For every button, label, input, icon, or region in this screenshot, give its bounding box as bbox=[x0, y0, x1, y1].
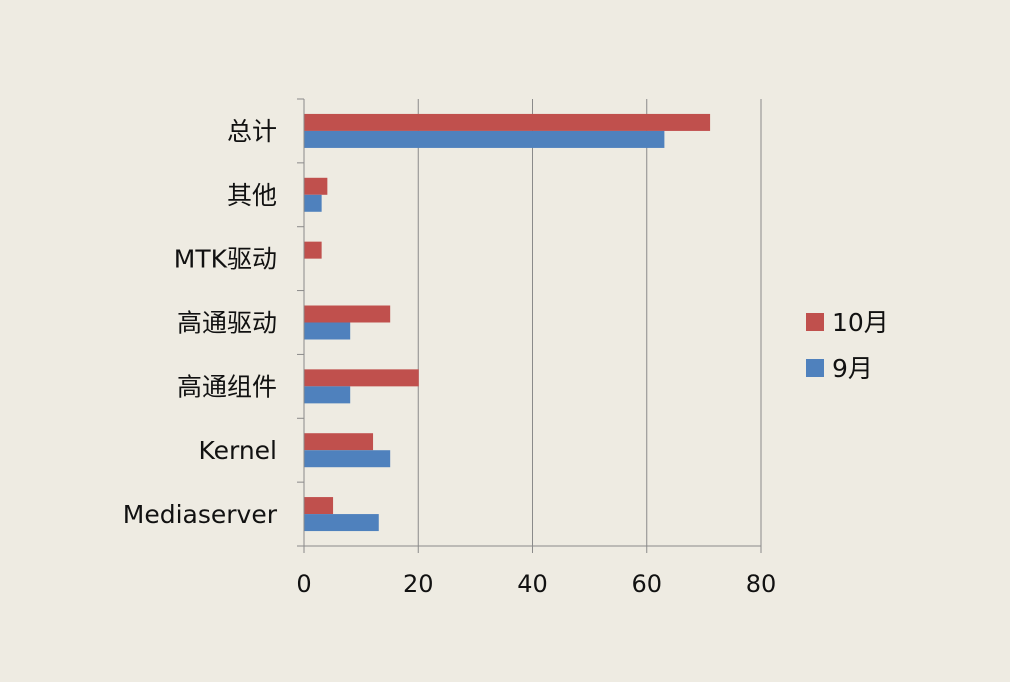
category-labels: Mediaserver Kernel 高通组件 高通驱动 MTK驱动 其他 总计 bbox=[123, 117, 278, 529]
category-label: Mediaserver bbox=[123, 500, 278, 529]
legend-swatch bbox=[806, 313, 824, 331]
legend-swatch bbox=[806, 359, 824, 377]
legend-label: 10月 bbox=[832, 308, 889, 337]
axes bbox=[297, 98, 762, 553]
bar-series-1 bbox=[304, 369, 419, 387]
category-label: 总计 bbox=[227, 117, 277, 146]
category-label: MTK驱动 bbox=[174, 245, 277, 274]
bar-series-1 bbox=[304, 177, 328, 195]
category-label: Kernel bbox=[198, 436, 277, 465]
x-tick-label: 60 bbox=[631, 570, 662, 598]
bar-series-1 bbox=[304, 497, 334, 515]
category-label: 其他 bbox=[227, 181, 277, 210]
bar-series-2 bbox=[304, 450, 391, 468]
bar-series-2 bbox=[304, 130, 665, 148]
x-tick-label: 40 bbox=[517, 570, 548, 598]
legend: 10月 9月 bbox=[806, 308, 889, 383]
category-label: 高通组件 bbox=[177, 372, 277, 401]
legend-label: 9月 bbox=[832, 354, 873, 383]
x-tick-label: 80 bbox=[746, 570, 777, 598]
bar-series-1 bbox=[304, 241, 322, 259]
bar-series-2 bbox=[304, 386, 351, 404]
bar-series-2 bbox=[304, 322, 351, 340]
bar-series-1 bbox=[304, 305, 391, 323]
bar-series-1 bbox=[304, 433, 374, 451]
bar-series-2 bbox=[304, 514, 379, 532]
gridlines bbox=[417, 99, 762, 546]
x-tick-label: 0 bbox=[296, 570, 311, 598]
bars bbox=[304, 113, 711, 532]
category-label: 高通驱动 bbox=[177, 309, 277, 338]
x-tick-labels: 0 20 40 60 80 bbox=[296, 570, 776, 598]
bar-series-2 bbox=[304, 194, 322, 212]
x-tick-label: 20 bbox=[403, 570, 434, 598]
bar-series-1 bbox=[304, 113, 711, 131]
